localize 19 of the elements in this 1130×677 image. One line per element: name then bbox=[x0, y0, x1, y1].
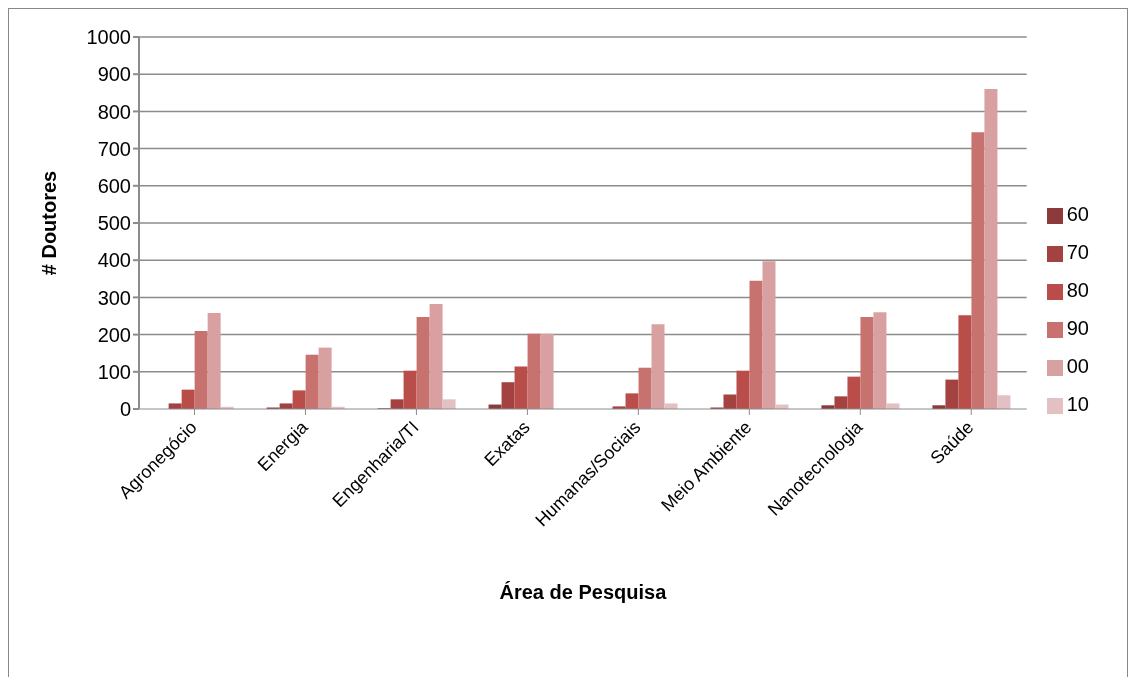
y-tick-label: 500 bbox=[97, 212, 131, 235]
y-tick-label: 700 bbox=[97, 137, 131, 160]
y-tick-label: 0 bbox=[119, 398, 131, 421]
legend-label: 10 bbox=[1066, 393, 1089, 415]
legend-label: 90 bbox=[1066, 317, 1089, 339]
y-tick-label: 100 bbox=[97, 360, 131, 383]
legend-label: 70 bbox=[1066, 241, 1089, 263]
y-tick-label: 300 bbox=[97, 286, 131, 309]
legend-label: 00 bbox=[1066, 355, 1089, 377]
y-tick-label: 400 bbox=[97, 249, 131, 272]
legend-label: 80 bbox=[1066, 279, 1089, 301]
y-tick-label: 1000 bbox=[86, 26, 131, 49]
y-tick-label: 800 bbox=[97, 100, 131, 123]
y-tick-label: 900 bbox=[97, 63, 131, 86]
y-axis-title: # Doutores bbox=[38, 170, 61, 276]
x-axis-title: Área de Pesquisa bbox=[499, 581, 668, 603]
y-tick-label: 600 bbox=[97, 174, 131, 197]
legend-label: 60 bbox=[1066, 203, 1089, 225]
y-tick-label: 200 bbox=[97, 323, 131, 346]
